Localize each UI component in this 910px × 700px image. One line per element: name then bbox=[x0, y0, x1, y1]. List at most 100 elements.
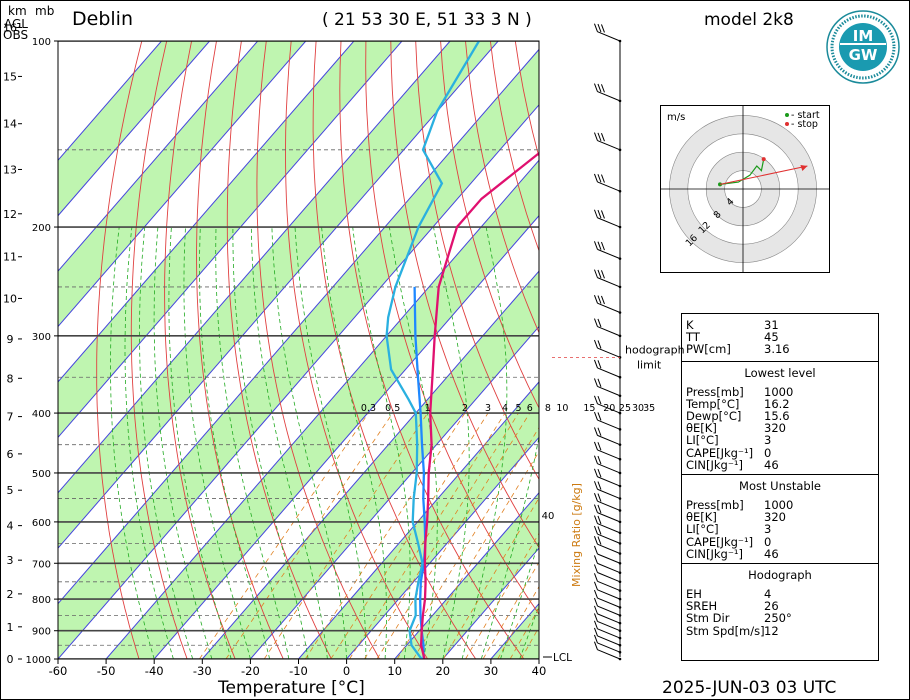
isotherm-line bbox=[58, 41, 162, 162]
wind-barb-flag bbox=[597, 442, 602, 451]
wind-barb-flag bbox=[597, 132, 602, 142]
km-tick-label: 3 bbox=[7, 554, 14, 567]
moist-adiabat bbox=[321, 226, 387, 659]
km-tick-label: 9 bbox=[7, 333, 14, 346]
table-value: 1000 bbox=[764, 498, 794, 512]
wind-barb bbox=[597, 500, 621, 511]
storm-motion-arrowhead bbox=[800, 165, 808, 171]
wind-barb bbox=[597, 347, 621, 358]
mixing-ratio-tick-label: 30 bbox=[632, 403, 644, 414]
mixing-ratio-axis-label: Mixing Ratio [g/kg] bbox=[570, 483, 583, 587]
km-tick-label: 8 bbox=[7, 372, 14, 385]
wind-barb-flag bbox=[597, 378, 602, 387]
wind-barb bbox=[597, 620, 621, 632]
wind-barb-flag bbox=[593, 455, 598, 464]
wind-barb-flag bbox=[600, 241, 605, 251]
km-tick-label: 10 bbox=[3, 292, 17, 305]
wind-barb-flag bbox=[593, 468, 598, 477]
moist-adiabat bbox=[433, 226, 470, 659]
lcl-label: LCL bbox=[553, 652, 572, 664]
wind-barb-flag bbox=[593, 339, 598, 349]
x-tick-label: 20 bbox=[435, 664, 450, 678]
isotherm-line bbox=[394, 491, 539, 659]
table-value: 12 bbox=[764, 623, 779, 638]
pressure-tick-label: 300 bbox=[32, 332, 51, 343]
pressure-tick-label: 1000 bbox=[26, 655, 51, 666]
parcel-line bbox=[413, 286, 427, 659]
wind-barb-flag bbox=[600, 210, 605, 219]
x-tick-label: -30 bbox=[193, 664, 212, 678]
table-value: 3 bbox=[764, 433, 772, 448]
mixing-ratio-tick-label: 10 bbox=[556, 403, 568, 414]
x-tick-label: -50 bbox=[97, 664, 116, 678]
isotherm-line bbox=[105, 159, 539, 659]
table-section-title: Hodograph bbox=[748, 568, 812, 582]
wind-barb-flag bbox=[593, 481, 598, 490]
x-tick-label: 10 bbox=[387, 664, 402, 678]
table-key: θE[K] bbox=[686, 421, 717, 436]
table-section-title: Most Unstable bbox=[739, 479, 821, 493]
km-tick-label: 4 bbox=[7, 520, 14, 533]
wind-barb bbox=[597, 635, 621, 646]
wind-barb-flag bbox=[593, 441, 598, 451]
wind-barb-flag bbox=[593, 581, 598, 590]
x-tick-label: -60 bbox=[49, 664, 68, 678]
wind-barb-flag bbox=[600, 174, 605, 183]
wind-barb bbox=[597, 562, 621, 574]
pressure-tick-label: 800 bbox=[32, 595, 51, 606]
wind-barb bbox=[597, 649, 621, 660]
mixing-ratio-tick-label: 5 bbox=[515, 403, 521, 414]
mixing-ratio-line bbox=[376, 412, 531, 659]
wind-barb-flag bbox=[593, 295, 598, 304]
wind-barb-flag bbox=[593, 504, 598, 513]
wind-barb-flag bbox=[597, 295, 602, 304]
km-tick-label: 6 bbox=[7, 448, 14, 461]
km-tick-label: 5 bbox=[7, 484, 14, 497]
moist-adiabat bbox=[519, 604, 539, 659]
mixing-ratio-line bbox=[225, 412, 394, 659]
plot-area bbox=[58, 41, 539, 659]
table-key: Dewp[°C] bbox=[686, 409, 742, 423]
x-tick-label: 40 bbox=[532, 664, 547, 678]
mixing-ratio-line bbox=[304, 412, 466, 659]
km-tick-label: 14 bbox=[3, 118, 17, 131]
table-key: Stm Spd[m/s] bbox=[686, 623, 765, 638]
station-name: Deblin bbox=[72, 8, 133, 30]
mixing-ratio-line bbox=[509, 607, 539, 659]
table-divider bbox=[682, 563, 878, 564]
moist-adiabat bbox=[294, 226, 367, 659]
dry-adiabat bbox=[365, 41, 539, 615]
svg-text:IM: IM bbox=[853, 27, 874, 45]
wind-barb bbox=[597, 181, 621, 192]
table-value: 250° bbox=[764, 611, 792, 626]
x-tick-label: 30 bbox=[484, 664, 499, 678]
wind-barb-flag bbox=[593, 597, 598, 607]
isotherm-line bbox=[58, 104, 539, 659]
table-key: K bbox=[686, 318, 694, 332]
dewpoint-line bbox=[385, 41, 480, 659]
storm-motion-arrow bbox=[719, 165, 808, 185]
wind-barb-flag bbox=[593, 378, 598, 387]
table-key: Press[mb] bbox=[686, 498, 744, 512]
wind-barb-flag bbox=[597, 481, 602, 490]
wind-barb bbox=[597, 385, 621, 397]
isotherm-line bbox=[58, 48, 539, 605]
table-value: 45 bbox=[764, 330, 779, 345]
table-section-title: Lowest level bbox=[744, 365, 816, 380]
wind-barb bbox=[597, 140, 621, 151]
table-divider bbox=[682, 360, 878, 362]
isotherm-line bbox=[442, 547, 539, 659]
table-key: LI[°C] bbox=[686, 522, 719, 537]
pressure-tick-label: 500 bbox=[32, 469, 51, 480]
wind-barb bbox=[597, 91, 621, 102]
mixing-ratio-tick-label: 8 bbox=[545, 403, 551, 414]
wind-barb bbox=[597, 476, 621, 487]
indices-table: K 31 TT 45 PW[cm] 3.16 Lowest level Press[mb] 10… bbox=[681, 313, 879, 661]
wind-barb-flag bbox=[597, 493, 602, 502]
x-tick-label: -10 bbox=[289, 664, 308, 678]
wind-barb-flag bbox=[600, 24, 605, 33]
wind-barb-flag bbox=[597, 318, 602, 328]
wind-barb-flag bbox=[600, 84, 605, 93]
pressure-tick-label: 700 bbox=[32, 559, 51, 570]
wind-barb-flag bbox=[593, 555, 598, 564]
